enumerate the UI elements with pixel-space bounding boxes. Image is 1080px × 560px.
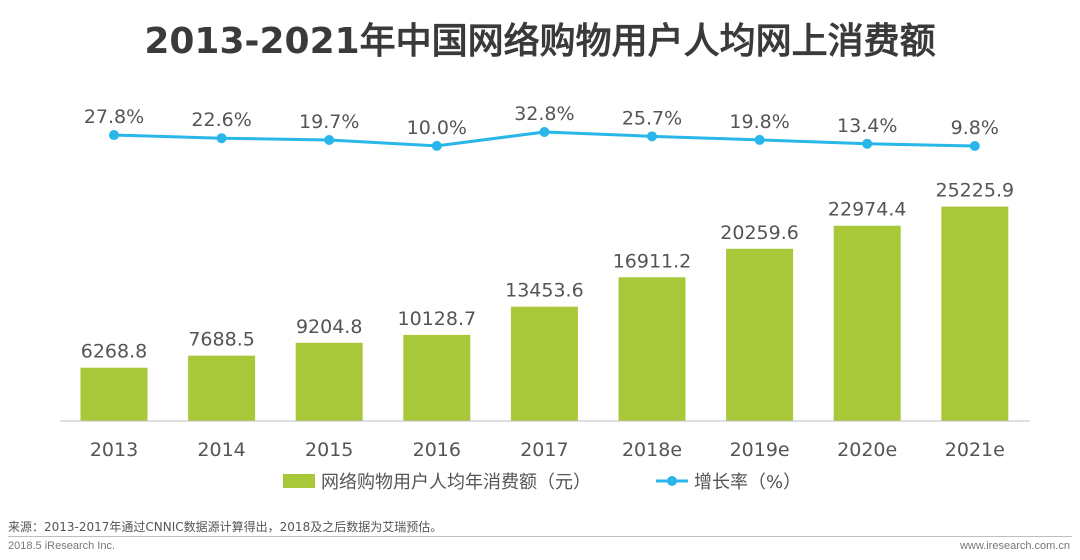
bar-2016	[403, 334, 471, 421]
growth-label-2020e: 13.4%	[837, 115, 897, 137]
bar-value-label-2020e: 22974.4	[828, 199, 907, 221]
bar-2014	[188, 355, 256, 421]
website-link[interactable]: www.iresearch.com.cn	[959, 540, 1070, 552]
legend: 网络购物用户人均年消费额（元） 增长率（%）	[283, 472, 801, 493]
legend-line-marker	[667, 476, 677, 486]
line-layer: 27.8% 22.6% 19.7% 10.0% 32.8% 25.7% 19.8% 13.4%…	[84, 103, 999, 151]
growth-point-2018e	[647, 131, 657, 142]
bar-2015	[295, 342, 363, 421]
x-tick-label-2019e: 2019e	[730, 439, 790, 461]
bar-2018e	[618, 277, 686, 421]
bar-value-label-2013: 6268.8	[81, 341, 147, 363]
bar-2020e	[833, 225, 901, 421]
growth-label-2017: 32.8%	[514, 103, 574, 125]
growth-point-2013	[109, 130, 119, 141]
copyright-text: 2018.5 iResearch Inc.	[8, 540, 116, 552]
bar-2017	[510, 306, 578, 421]
x-tick-label-2015: 2015	[305, 439, 353, 461]
growth-point-2017	[539, 127, 550, 137]
growth-point-2015	[324, 134, 335, 145]
bar-value-label-2018e: 16911.2	[613, 250, 692, 272]
growth-label-2019e: 19.8%	[729, 111, 789, 133]
growth-label-2021e: 9.8%	[951, 117, 999, 139]
bar-2019e	[726, 248, 794, 421]
x-tick-label-2013: 2013	[90, 439, 138, 461]
bar-value-label-2015: 9204.8	[296, 316, 362, 338]
x-tick-label-2017: 2017	[520, 439, 568, 461]
bars-layer: 6268.8 2013 7688.5 2014 9204.8 2015 10128.7 201…	[80, 180, 1015, 461]
bar-2021e	[941, 206, 1009, 421]
growth-point-2014	[216, 133, 227, 144]
growth-point-2016	[431, 140, 442, 151]
x-tick-label-2018e: 2018e	[622, 439, 682, 461]
growth-point-2020e	[862, 138, 873, 149]
growth-label-2016: 10.0%	[407, 117, 467, 139]
growth-point-2019e	[754, 134, 765, 145]
bar-value-label-2017: 13453.6	[505, 280, 584, 302]
x-tick-label-2016: 2016	[413, 439, 461, 461]
chart-svg: 6268.8 2013 7688.5 2014 9204.8 2015 10128.7 201…	[60, 103, 1030, 493]
source-note: 来源：2013-2017年通过CNNIC数据源计算得出，2018及之后数据为艾瑞…	[8, 520, 443, 534]
bar-value-label-2019e: 20259.6	[720, 222, 799, 244]
chart-title: 2013-2021年中国网络购物用户人均网上消费额	[144, 21, 936, 62]
x-tick-label-2020e: 2020e	[837, 439, 897, 461]
bar-value-label-2014: 7688.5	[188, 329, 254, 351]
growth-point-2021e	[969, 141, 980, 151]
legend-bar-swatch	[283, 474, 315, 488]
footer-divider	[8, 536, 1072, 537]
bar-value-label-2021e: 25225.9	[936, 180, 1015, 202]
legend-line-label: 增长率（%）	[694, 472, 801, 493]
x-tick-label-2014: 2014	[197, 439, 245, 461]
legend-bar-label: 网络购物用户人均年消费额（元）	[321, 472, 591, 493]
growth-label-2013: 27.8%	[84, 106, 144, 128]
x-tick-label-2021e: 2021e	[945, 439, 1005, 461]
bar-value-label-2016: 10128.7	[398, 308, 477, 330]
growth-label-2015: 19.7%	[299, 111, 359, 133]
bar-2013	[80, 367, 148, 421]
growth-label-2014: 22.6%	[191, 109, 251, 131]
growth-label-2018e: 25.7%	[622, 107, 682, 129]
